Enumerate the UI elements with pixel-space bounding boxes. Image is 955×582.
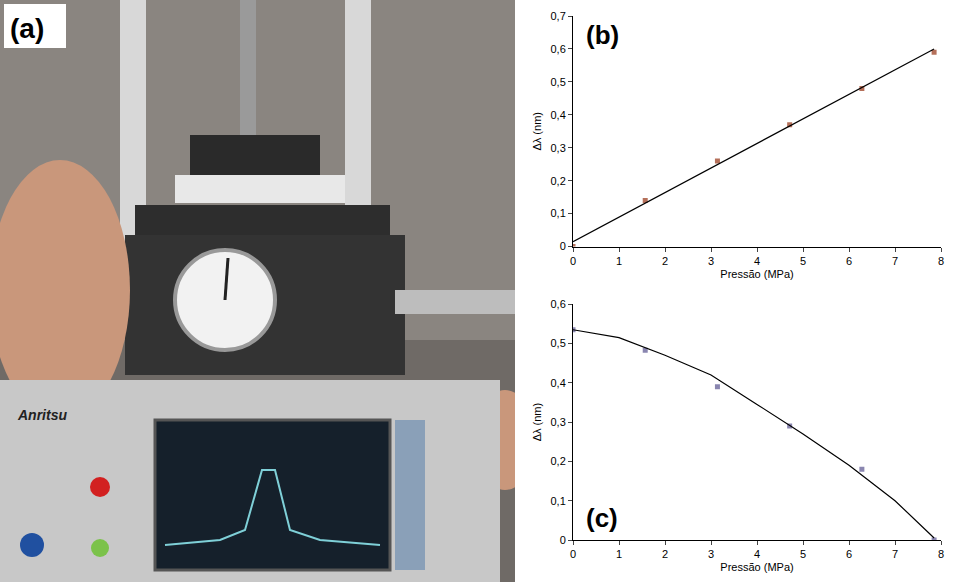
svg-text:0,4: 0,4 bbox=[551, 377, 566, 389]
svg-text:0,3: 0,3 bbox=[551, 416, 566, 428]
svg-text:0,2: 0,2 bbox=[551, 455, 566, 467]
svg-text:0,3: 0,3 bbox=[551, 142, 566, 154]
svg-text:1: 1 bbox=[616, 255, 622, 267]
svg-text:7: 7 bbox=[892, 255, 898, 267]
svg-text:8: 8 bbox=[938, 548, 944, 560]
svg-text:0,1: 0,1 bbox=[551, 207, 566, 219]
svg-text:Δλ (nm): Δλ (nm) bbox=[531, 112, 543, 151]
svg-text:0,2: 0,2 bbox=[551, 175, 566, 187]
svg-text:0,5: 0,5 bbox=[551, 76, 566, 88]
svg-text:7: 7 bbox=[892, 548, 898, 560]
svg-text:5: 5 bbox=[800, 255, 806, 267]
svg-text:3: 3 bbox=[708, 548, 714, 560]
svg-text:0,5: 0,5 bbox=[551, 337, 566, 349]
svg-text:6: 6 bbox=[846, 255, 852, 267]
svg-text:Anritsu: Anritsu bbox=[17, 407, 67, 423]
svg-text:4: 4 bbox=[754, 548, 760, 560]
svg-text:3: 3 bbox=[708, 255, 714, 267]
svg-text:0,4: 0,4 bbox=[551, 109, 566, 121]
svg-text:0,7: 0,7 bbox=[551, 10, 566, 22]
svg-text:2: 2 bbox=[662, 548, 668, 560]
svg-text:Pressão (MPa): Pressão (MPa) bbox=[720, 561, 793, 573]
svg-text:1: 1 bbox=[616, 548, 622, 560]
svg-text:(c): (c) bbox=[586, 503, 618, 533]
svg-text:(b): (b) bbox=[586, 20, 619, 50]
svg-text:0: 0 bbox=[560, 240, 566, 252]
svg-text:0,1: 0,1 bbox=[551, 495, 566, 507]
svg-text:2: 2 bbox=[662, 255, 668, 267]
svg-text:0,6: 0,6 bbox=[551, 298, 566, 310]
svg-text:Pressão (MPa): Pressão (MPa) bbox=[720, 268, 793, 280]
svg-text:0: 0 bbox=[560, 534, 566, 546]
svg-text:5: 5 bbox=[800, 548, 806, 560]
svg-text:0: 0 bbox=[570, 548, 576, 560]
svg-text:0: 0 bbox=[570, 255, 576, 267]
svg-text:8: 8 bbox=[938, 255, 944, 267]
svg-text:6: 6 bbox=[846, 548, 852, 560]
svg-text:0,6: 0,6 bbox=[551, 43, 566, 55]
svg-text:4: 4 bbox=[754, 255, 760, 267]
svg-text:Δλ (nm): Δλ (nm) bbox=[531, 403, 543, 442]
svg-text:(a): (a) bbox=[10, 13, 44, 44]
